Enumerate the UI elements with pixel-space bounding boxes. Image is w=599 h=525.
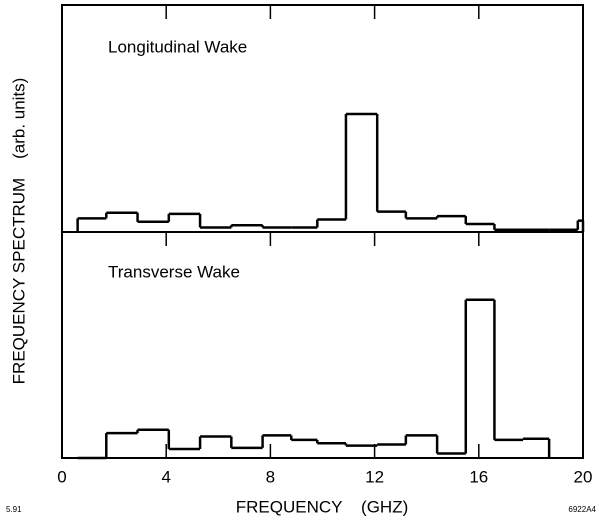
footer-date: 5.91 [6, 505, 22, 514]
x-tick-label: 20 [574, 467, 593, 486]
x-axis-label: FREQUENCY (GHZ) [236, 497, 409, 516]
panel-title: Longitudinal Wake [108, 37, 247, 56]
x-tick-label: 4 [161, 467, 170, 486]
y-axis-label: FREQUENCY SPECTRUM (arb. units) [9, 78, 28, 385]
x-tick-label: 0 [57, 467, 66, 486]
footer-code: 6922A4 [568, 505, 596, 514]
panel-title: Transverse Wake [108, 262, 240, 281]
x-tick-label: 12 [365, 467, 384, 486]
x-tick-label: 8 [266, 467, 275, 486]
x-tick-label: 16 [469, 467, 488, 486]
